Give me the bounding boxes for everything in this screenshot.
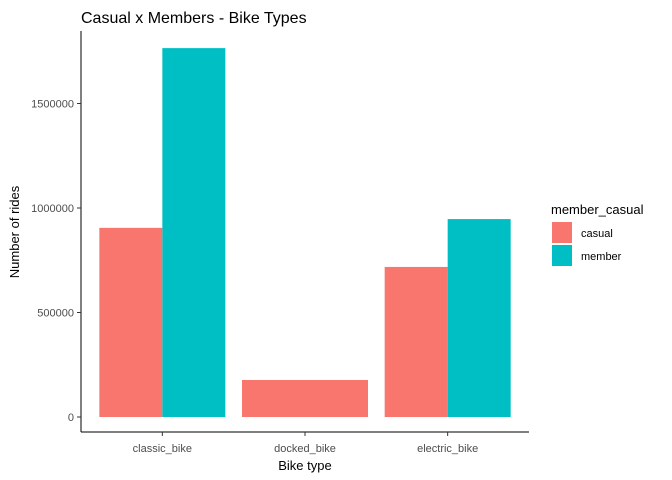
legend-swatch-member: [552, 245, 572, 266]
y-tick-label: 1000000: [31, 203, 74, 215]
y-axis-ticks: 0 500000 1000000 1500000: [31, 99, 81, 424]
x-axis-ticks: classic_bike docked_bike electric_bike: [133, 432, 478, 455]
y-axis-title: Number of rides: [7, 185, 22, 278]
chart-title: Casual x Members - Bike Types: [81, 10, 307, 27]
legend: member_casual casual member: [551, 202, 644, 266]
plot-area: [99, 48, 511, 418]
y-tick-label: 0: [68, 412, 74, 424]
bar-member-electric_bike: [447, 219, 511, 417]
bar-casual-electric_bike: [384, 266, 448, 417]
y-tick-label: 500000: [37, 308, 74, 320]
x-tick-label: electric_bike: [417, 443, 478, 455]
bar-member-classic_bike: [162, 48, 226, 418]
bar-casual-docked_bike: [242, 380, 368, 417]
bar-casual-classic_bike: [99, 227, 163, 417]
y-tick-label: 1500000: [31, 99, 74, 111]
legend-swatch-casual: [552, 222, 572, 243]
x-tick-label: classic_bike: [133, 443, 192, 455]
legend-label-member: member: [581, 251, 622, 263]
legend-label-casual: casual: [581, 228, 613, 240]
legend-title: member_casual: [551, 202, 644, 217]
x-tick-label: docked_bike: [274, 443, 336, 455]
x-axis-title: Bike type: [278, 458, 331, 473]
